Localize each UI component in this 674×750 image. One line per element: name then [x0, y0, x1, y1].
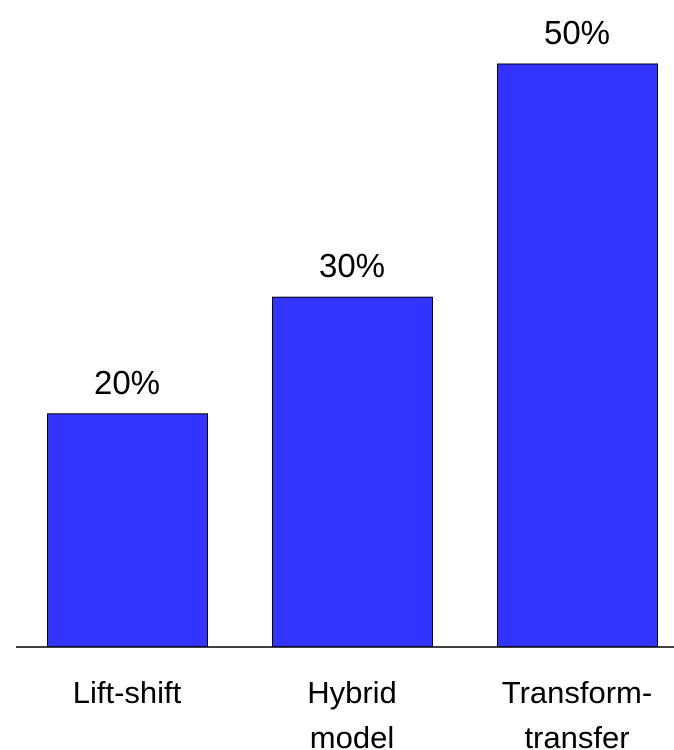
bar-1 — [48, 414, 208, 647]
category-label-2-line-1: Hybrid — [307, 675, 397, 710]
category-label-2: Hybrid model — [307, 675, 397, 750]
category-label-1: Lift-shift — [73, 675, 182, 710]
category-label-3-line-1: Transform- — [502, 675, 652, 710]
value-label-1: 20% — [94, 364, 160, 401]
category-label-1-line-1: Lift-shift — [73, 675, 182, 710]
bar-3 — [498, 64, 658, 647]
category-labels-layer: Lift-shift Hybrid model Transform-transfer — [73, 675, 652, 750]
category-label-3-line-2: transfer — [524, 720, 629, 750]
value-label-2: 30% — [319, 247, 385, 284]
category-label-2-line-2: model — [310, 720, 394, 750]
bars-layer — [48, 64, 658, 647]
value-label-3: 50% — [544, 14, 610, 51]
bar-2 — [273, 297, 433, 647]
category-label-3: Transform-transfer — [502, 675, 652, 750]
